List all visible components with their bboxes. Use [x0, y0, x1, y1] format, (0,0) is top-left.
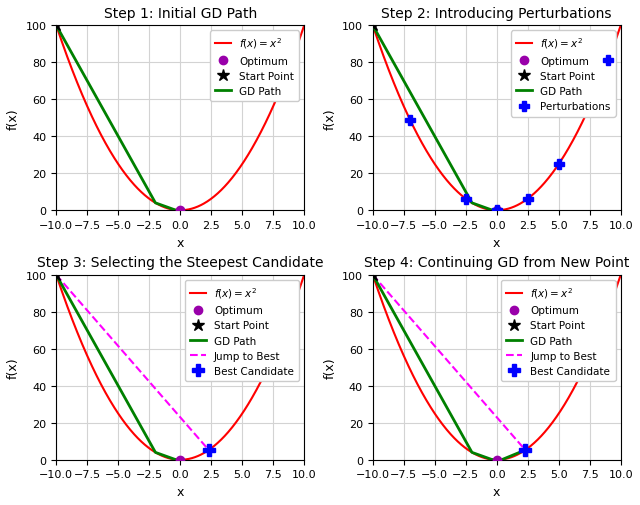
X-axis label: x: x — [177, 236, 184, 249]
Legend: $f(x) = x^2$, Optimum, Start Point, GD Path, Jump to Best, Best Candidate: $f(x) = x^2$, Optimum, Start Point, GD P… — [501, 280, 616, 381]
Y-axis label: f(x): f(x) — [323, 108, 337, 129]
Title: Step 2: Introducing Perturbations: Step 2: Introducing Perturbations — [381, 7, 612, 21]
X-axis label: x: x — [177, 485, 184, 498]
Y-axis label: f(x): f(x) — [323, 357, 337, 378]
X-axis label: x: x — [493, 485, 500, 498]
Title: Step 4: Continuing GD from New Point: Step 4: Continuing GD from New Point — [364, 256, 629, 270]
Title: Step 1: Initial GD Path: Step 1: Initial GD Path — [104, 7, 257, 21]
Legend: $f(x) = x^2$, Optimum, Start Point, GD Path: $f(x) = x^2$, Optimum, Start Point, GD P… — [210, 31, 299, 102]
Legend: $f(x) = x^2$, Optimum, Start Point, GD Path, Jump to Best, Best Candidate: $f(x) = x^2$, Optimum, Start Point, GD P… — [185, 280, 299, 381]
X-axis label: x: x — [493, 236, 500, 249]
Title: Step 3: Selecting the Steepest Candidate: Step 3: Selecting the Steepest Candidate — [37, 256, 323, 270]
Y-axis label: f(x): f(x) — [7, 108, 20, 129]
Legend: $f(x) = x^2$, Optimum, Start Point, GD Path, Perturbations: $f(x) = x^2$, Optimum, Start Point, GD P… — [511, 31, 616, 117]
Y-axis label: f(x): f(x) — [7, 357, 20, 378]
